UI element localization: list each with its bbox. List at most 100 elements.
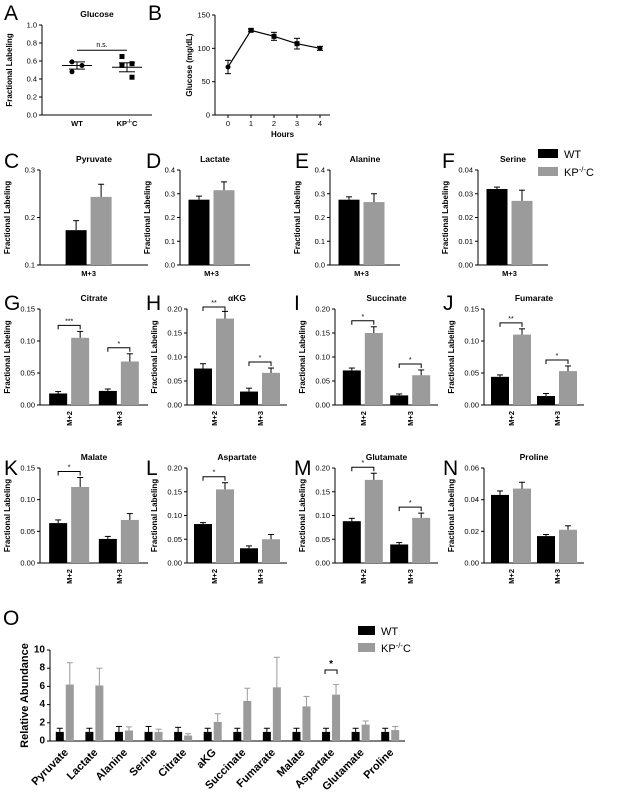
y-tick-label: 0.05 (20, 527, 35, 536)
y-axis-label: Fractional Labeling (441, 181, 450, 254)
x-category-label: M+2 (65, 411, 74, 426)
y-axis-label: Fractional Labeling (5, 33, 14, 106)
y-tick-label: 0.02 (458, 213, 473, 222)
x-tick-label: 4 (318, 119, 322, 128)
x-tick-label: 0 (226, 119, 230, 128)
y-tick-label: 0.15 (167, 329, 182, 338)
y-tick-label: 100 (197, 44, 210, 53)
x-tick-label: 2 (272, 119, 276, 128)
bar (391, 730, 400, 741)
panel-d: D Lactate 0.0 0.1 0.2 0.3 0.4 Fractional Labeli… (143, 150, 250, 278)
panel-title: Proline (520, 452, 549, 462)
y-tick-label: 0.04 (458, 166, 473, 175)
y-tick-label: 0.10 (167, 511, 182, 520)
legend-swatch-wt (358, 626, 375, 635)
x-category-label: M+3 (81, 269, 96, 278)
significance-bracket (499, 322, 523, 327)
y-tick-label: 0.01 (458, 237, 473, 246)
legend-swatch-wt (538, 149, 558, 158)
x-category-label: Pyruvate (30, 747, 71, 788)
panel-letter: N (443, 457, 458, 480)
bar (90, 196, 112, 265)
y-tick-label: 0.1 (315, 237, 325, 246)
y-tick-label: 0.6 (27, 57, 37, 66)
x-category-label: M+3 (502, 269, 517, 278)
y-tick-label: 0.05 (20, 369, 35, 378)
panel-letter: C (4, 150, 19, 173)
bar (71, 487, 90, 563)
y-tick-label: 0.00 (315, 401, 330, 410)
panel-i: I Succinate 0.00 0.05 0.10 0.15 0.20 Fractional… (294, 292, 438, 426)
bar (98, 390, 117, 405)
x-category-label: M+2 (210, 569, 219, 584)
bar (213, 721, 222, 741)
significance-label: ** (211, 300, 217, 307)
panel-letter: K (4, 457, 18, 480)
bar (213, 190, 235, 265)
significance-label: * (117, 341, 120, 348)
x-category-label: M+2 (507, 569, 516, 584)
y-axis-label: Fractional Labeling (150, 479, 159, 552)
bar (363, 202, 385, 265)
significance-bracket (324, 669, 338, 675)
y-tick-label: 0.20 (315, 305, 330, 314)
y-tick-label: 0.00 (315, 559, 330, 568)
significance-bracket (398, 506, 422, 512)
bar (95, 685, 104, 741)
bar (537, 536, 555, 563)
bar (65, 230, 87, 265)
legend-label-kpc: KP-/-C (381, 641, 411, 656)
x-axis-label: Hours (271, 130, 295, 139)
y-axis-label: Fractional Labeling (3, 479, 12, 552)
panel-c: C Pyruvate 0.1 0.2 0.3 Fractional Labeling M+3 (3, 150, 148, 278)
significance-label: *** (65, 318, 73, 325)
significance-bracket (248, 361, 272, 367)
bar (262, 372, 280, 405)
data-point (225, 64, 231, 70)
y-tick-label: 10 (34, 645, 46, 656)
panel-letter: I (294, 292, 300, 315)
bar (188, 199, 210, 265)
data-point (129, 74, 135, 80)
x-category-label: M+2 (359, 569, 368, 584)
bar (174, 731, 183, 741)
x-category-label: M+3 (256, 411, 265, 426)
panel-letter: A (4, 2, 18, 25)
y-axis-label: Fractional Labeling (150, 320, 159, 393)
panel-title: Lactate (200, 154, 230, 164)
bar (559, 371, 577, 405)
bar (154, 731, 163, 741)
bar (338, 199, 360, 265)
panel-title: αKG (228, 293, 246, 303)
y-tick-label: 50 (202, 77, 210, 86)
y-tick-label: 0.05 (464, 369, 479, 378)
bar (85, 731, 94, 741)
y-tick-label: 0.15 (464, 305, 479, 314)
data-point (119, 63, 125, 68)
x-category-label: Serine (127, 747, 159, 779)
bar (194, 524, 212, 563)
significance-label: n.s. (96, 42, 107, 49)
significance-label: * (556, 353, 559, 360)
bar (342, 521, 361, 563)
bar (55, 731, 64, 741)
data-point (248, 27, 254, 33)
panel-letter: D (146, 150, 161, 173)
bar (144, 731, 153, 741)
x-category-label: M+3 (553, 569, 562, 584)
x-tick-label: 3 (295, 119, 299, 128)
panel-letter: B (148, 2, 162, 25)
y-tick-label: 0.0 (165, 261, 175, 270)
y-tick-label: 6 (39, 681, 45, 692)
bar (120, 519, 139, 563)
bar (194, 368, 212, 405)
x-category-label: Alanine (93, 747, 130, 784)
y-tick-label: 0.15 (315, 487, 330, 496)
x-category-label: M+3 (354, 269, 369, 278)
bar (240, 391, 258, 405)
significance-label: ** (508, 316, 514, 323)
significance-bracket (57, 471, 81, 476)
